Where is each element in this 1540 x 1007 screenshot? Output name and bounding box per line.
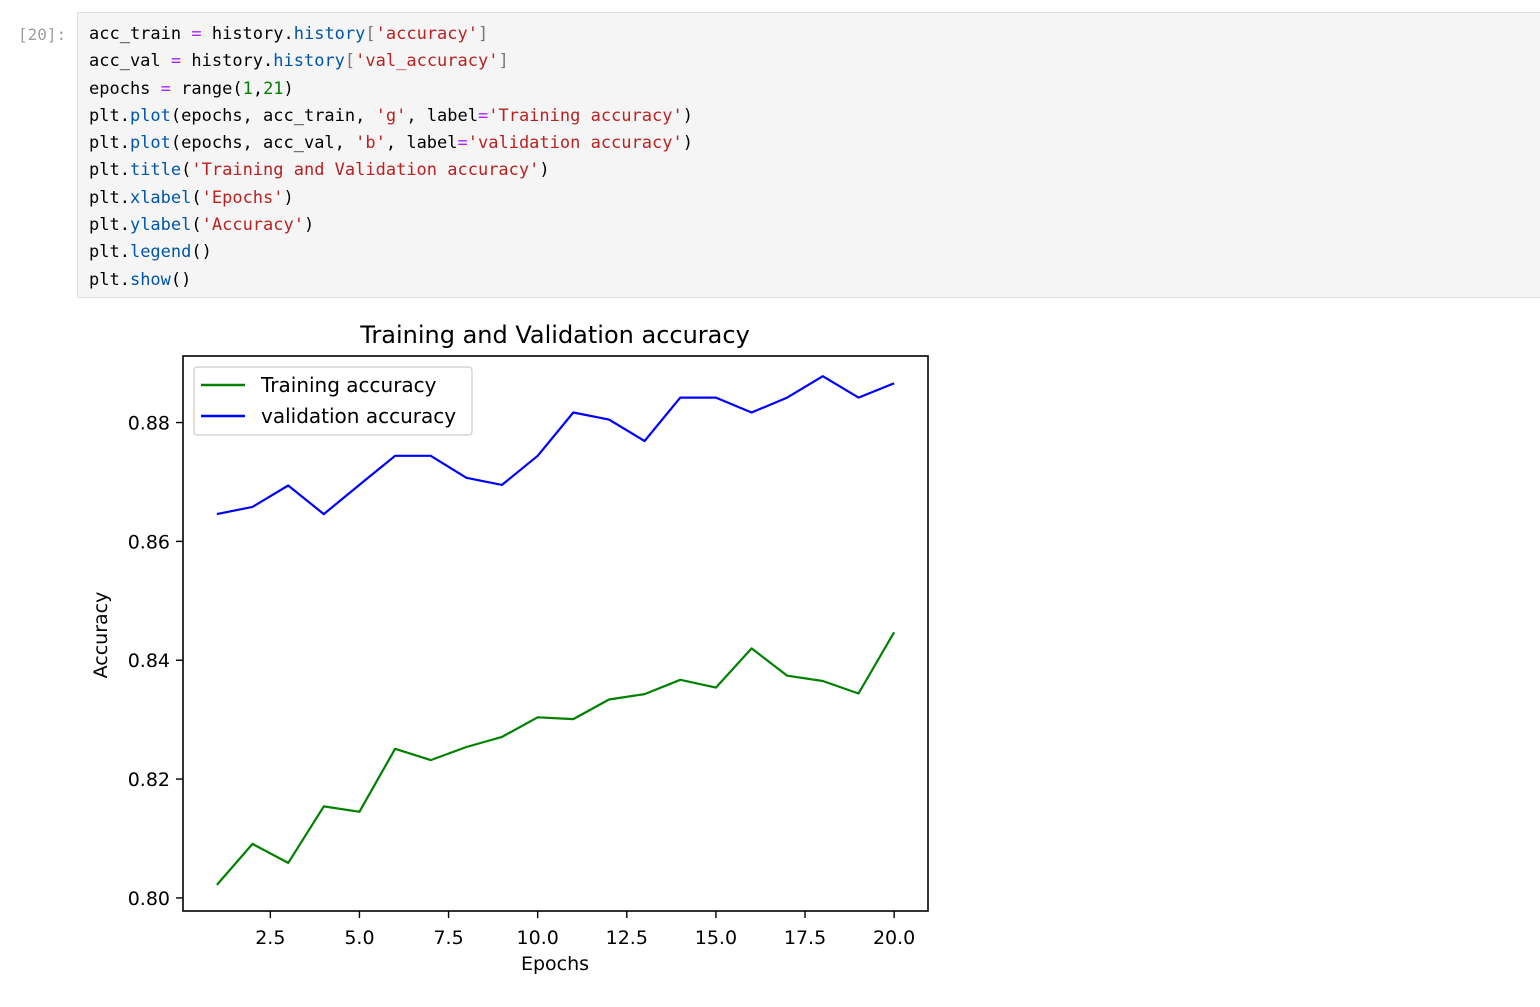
code-token: ] [478, 24, 489, 44]
code-line: plt.plot(epochs, acc_train, 'g', label='… [89, 106, 693, 126]
code-token: = [170, 51, 182, 72]
code-token: , [252, 78, 264, 99]
code-line: plt.title('Training and Validation accur… [89, 160, 550, 180]
code-token: legend [129, 242, 192, 263]
code-token: (epochs, acc_train, [170, 105, 376, 126]
code-token: plot [129, 105, 171, 126]
code-token: history [293, 24, 366, 44]
code-token: title [129, 160, 182, 181]
code-token: = [160, 78, 171, 99]
code-token: history. [181, 51, 274, 72]
cell-prompt: [20]: [18, 25, 67, 44]
code-token: plt. [89, 187, 130, 208]
code-token: , label [385, 133, 458, 154]
code-token: 1 [242, 78, 253, 99]
code-line: acc_train = history.history['accuracy'] [89, 24, 488, 44]
y-tick-label: 0.82 [128, 769, 170, 791]
code-token: 'validation accuracy' [467, 133, 683, 154]
code-token: = [191, 24, 202, 44]
axes: 2.5 5.0 7.5 10.0 12.5 15.0 17.5 20.0 0.80 0.82 0.8… [128, 355, 929, 949]
code-token: 'val_accuracy' [355, 51, 499, 72]
plot-output: Training and Validation accuracy Epochs … [80, 308, 950, 1002]
code-cell-input[interactable]: acc_train = history.history['accuracy'] … [77, 12, 1540, 298]
code-token: ) [539, 160, 550, 181]
code-token: ) [303, 215, 315, 236]
code-token: epochs [89, 78, 161, 99]
code-token: history. [201, 24, 294, 44]
code-line: acc_val = history.history['val_accuracy'… [89, 51, 509, 71]
code-token: () [170, 269, 192, 290]
accuracy-line-chart: Training and Validation accuracy Epochs … [90, 321, 929, 975]
code-token: (epochs, acc_val, [170, 133, 356, 154]
code-token: 'Training and Validation accuracy' [191, 160, 540, 181]
code-token: = [477, 105, 489, 126]
legend-label: validation accuracy [261, 404, 456, 428]
code-token: 'Epochs' [201, 187, 284, 208]
legend-label: Training accuracy [260, 373, 437, 397]
y-tick-label: 0.84 [128, 650, 170, 672]
code-token: acc_train [89, 24, 192, 44]
legend-box [193, 366, 473, 436]
series-lines [216, 375, 896, 886]
code-token: , label [406, 105, 478, 126]
code-token: plt. [89, 215, 130, 236]
code-token: () [191, 242, 212, 263]
code-token: ( [191, 215, 202, 236]
code-token: ( [191, 187, 202, 208]
code-line: plt.legend() [89, 242, 212, 262]
code-token: 'Training accuracy' [488, 105, 683, 126]
code-token: 'b' [355, 133, 386, 154]
y-tick-label: 0.88 [128, 413, 170, 435]
training-accuracy-line [216, 631, 896, 886]
code-token: ) [283, 187, 294, 208]
x-axis-label: Epochs [521, 953, 589, 975]
code-token: range( [170, 78, 243, 99]
code-token: plt. [89, 242, 130, 263]
code-token: ) [283, 78, 294, 99]
code-token: show [129, 269, 171, 290]
x-tick-label: 5.0 [344, 927, 374, 949]
code-token: xlabel [129, 187, 192, 208]
code-token: = [457, 133, 468, 154]
code-token: 'g' [375, 105, 407, 126]
code-token: plt. [89, 133, 130, 154]
code-token: history [273, 51, 345, 72]
code-token: 'accuracy' [375, 24, 478, 44]
legend: Training accuracy validation accuracy [193, 366, 473, 436]
code-line: plt.plot(epochs, acc_val, 'b', label='va… [89, 133, 693, 153]
x-tick-label: 17.5 [784, 927, 826, 949]
code-token: 21 [263, 78, 284, 99]
code-token: acc_val [89, 51, 171, 72]
code-token: plt. [89, 105, 130, 126]
x-tick-label: 12.5 [606, 927, 648, 949]
chart-title: Training and Validation accuracy [359, 321, 750, 349]
y-tick-label: 0.80 [128, 888, 170, 910]
code-token: plot [129, 133, 171, 154]
code-token: 'Accuracy' [201, 215, 304, 236]
code-editor[interactable]: acc_train = history.history['accuracy'] … [89, 21, 693, 294]
code-line: plt.show() [89, 270, 191, 290]
code-token: ) [682, 105, 693, 126]
x-tick-label: 10.0 [517, 927, 559, 949]
x-tick-label: 7.5 [433, 927, 463, 949]
code-line: plt.xlabel('Epochs') [89, 188, 294, 208]
plot-frame [182, 355, 929, 912]
code-token: ] [498, 51, 509, 72]
code-line: epochs = range(1,21) [89, 79, 294, 99]
x-tick-label: 2.5 [255, 927, 285, 949]
code-token: ylabel [129, 215, 192, 236]
y-tick-label: 0.86 [128, 531, 170, 553]
code-token: plt. [89, 269, 130, 290]
code-line: plt.ylabel('Accuracy') [89, 215, 314, 235]
y-axis-label: Accuracy [90, 592, 112, 679]
code-token: [ [365, 24, 376, 44]
code-token: plt. [89, 160, 130, 181]
validation-accuracy-line [216, 375, 895, 516]
code-token: [ [344, 51, 356, 72]
code-token: ( [181, 160, 192, 181]
x-tick-label: 20.0 [873, 927, 915, 949]
x-tick-label: 15.0 [695, 927, 737, 949]
code-token: ) [682, 133, 693, 154]
